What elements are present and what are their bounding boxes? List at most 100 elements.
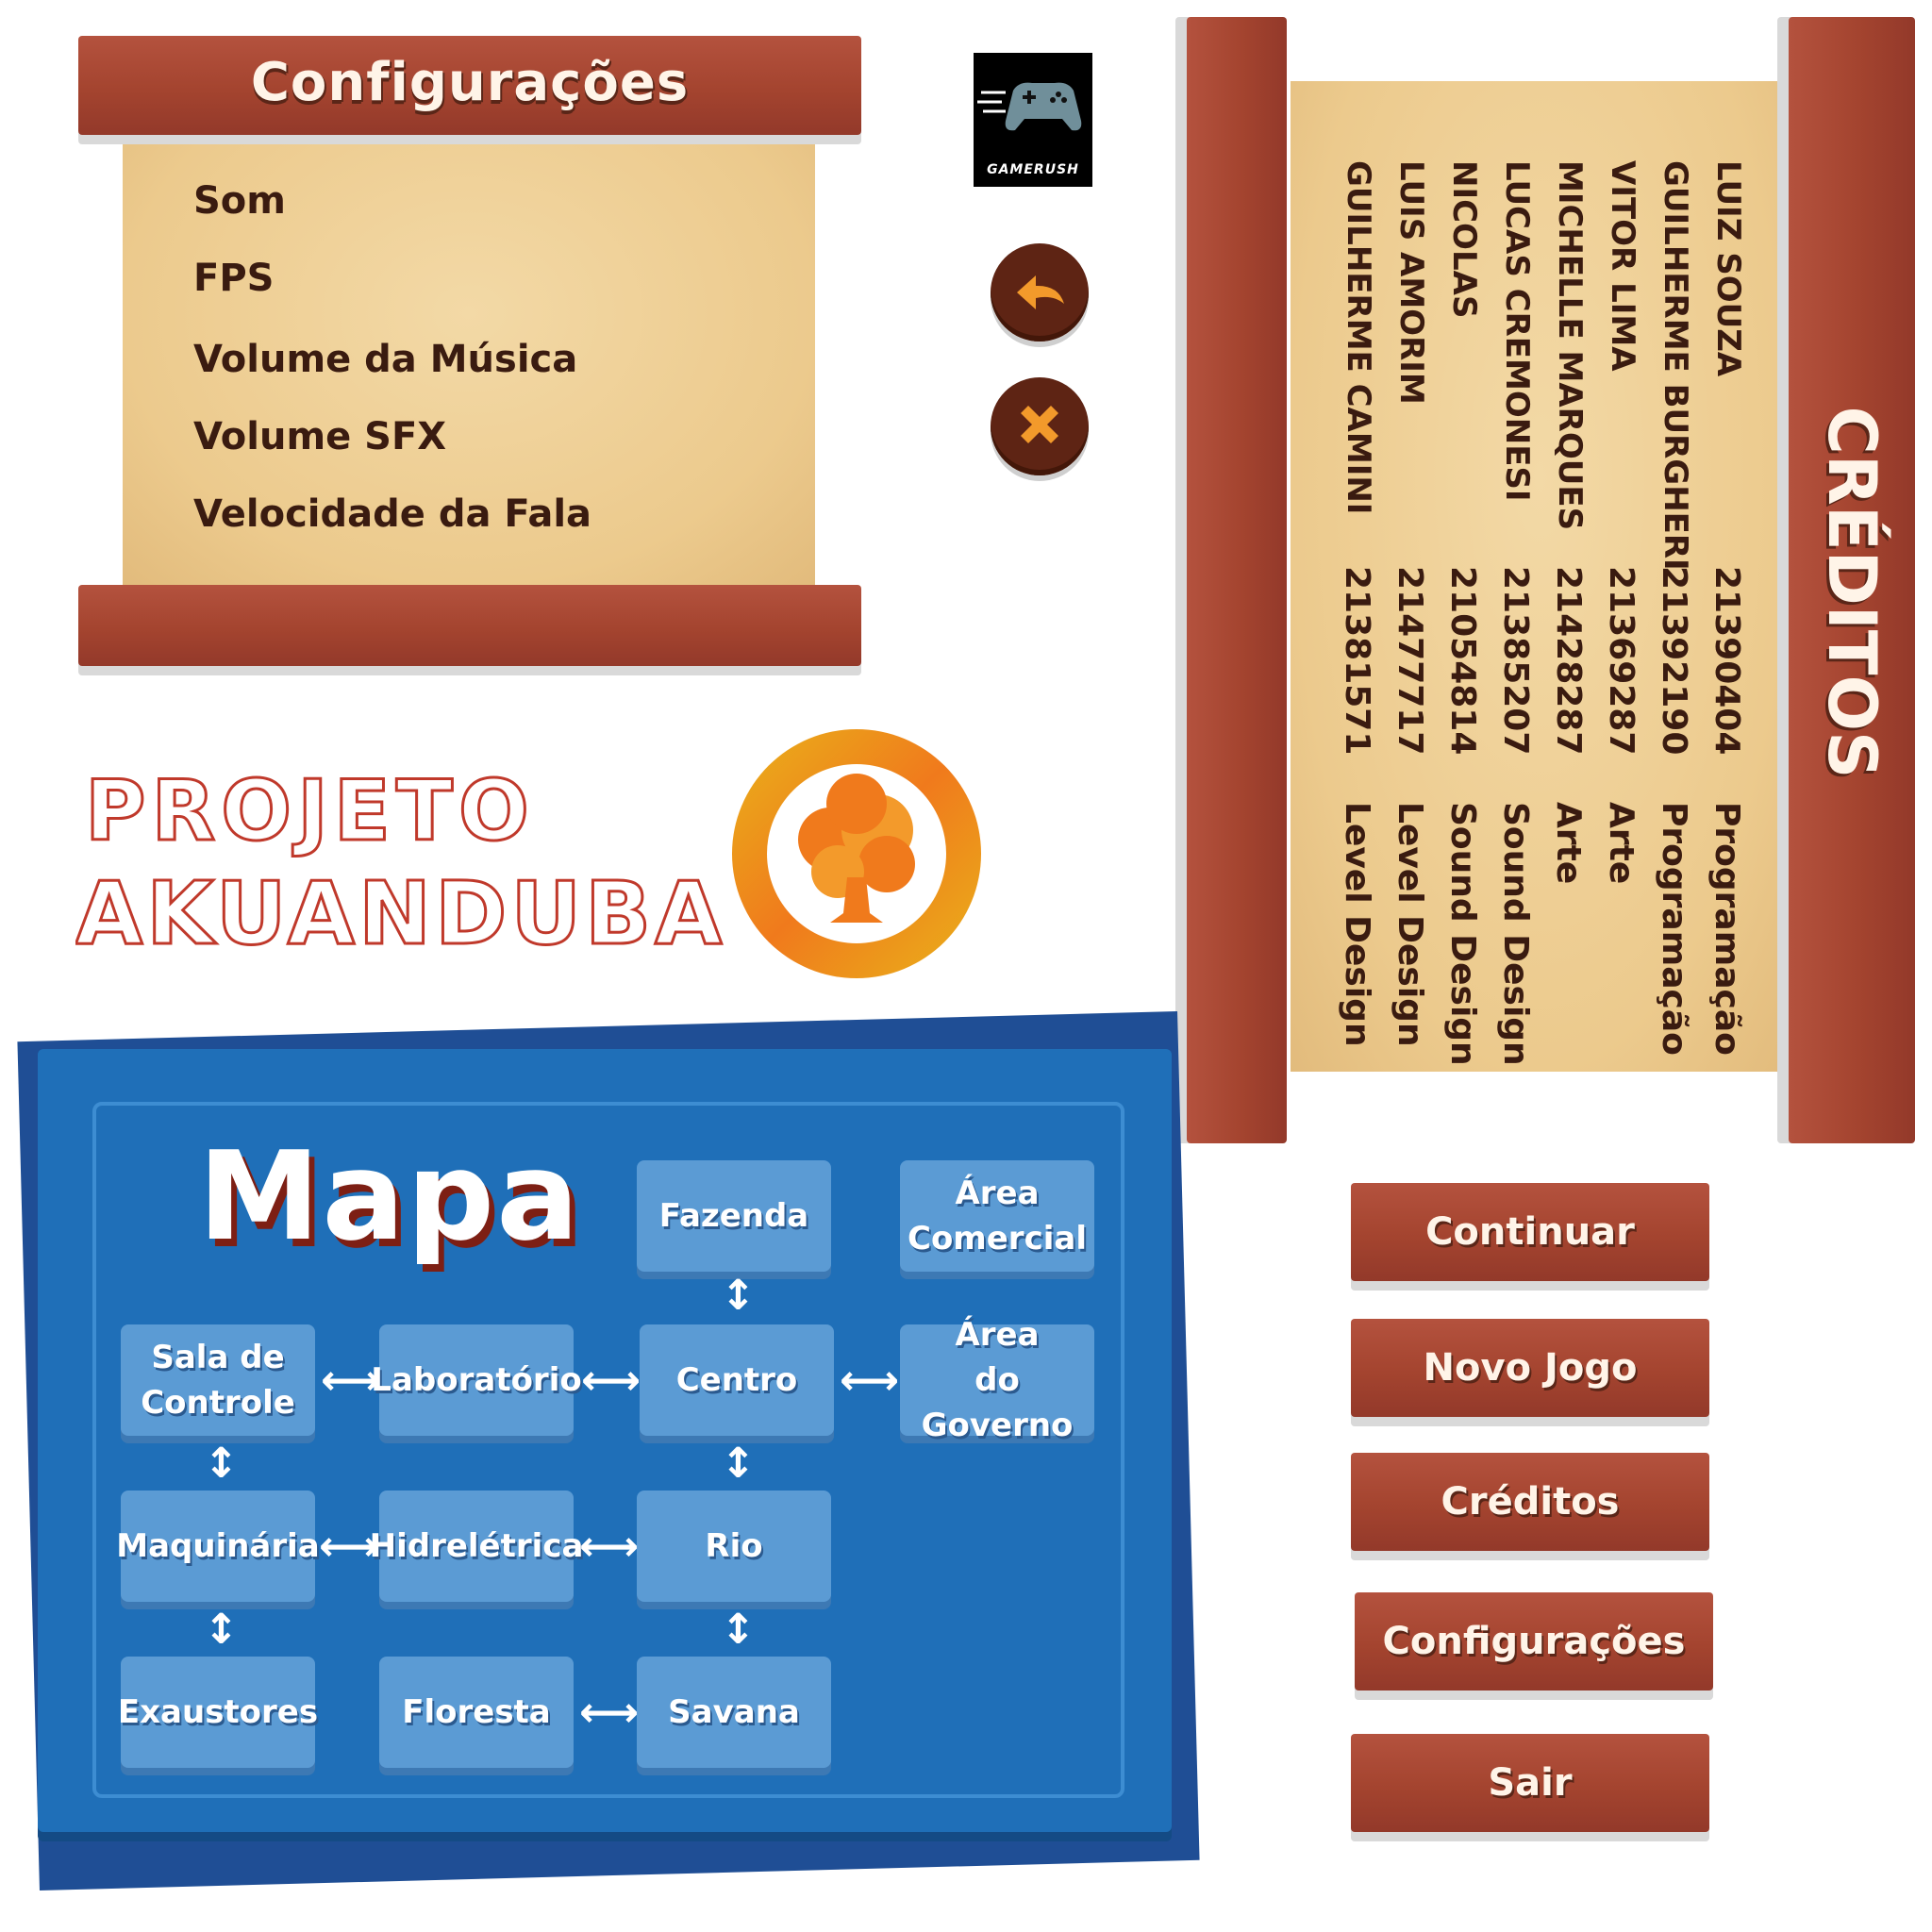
credit-role: Sound Design	[1443, 802, 1482, 1066]
gamepad-icon	[977, 82, 1082, 131]
map-node-maquinaria[interactable]: Maquinária	[116, 1491, 320, 1602]
continue-button[interactable]: Continuar	[1351, 1183, 1709, 1281]
gamerush-logo: GAMERUSH	[974, 53, 1092, 187]
credit-name: GUILHERME BURGHERI	[1657, 160, 1694, 571]
credits-left-plank	[1187, 17, 1287, 1143]
close-icon	[1021, 406, 1058, 443]
logo-emblem	[732, 729, 981, 978]
button-label: Configurações	[1382, 1620, 1686, 1663]
arrow-vertical-icon: ↕	[721, 1440, 756, 1488]
arrow-vertical-icon: ↕	[721, 1606, 756, 1654]
setting-sfx-volume[interactable]: Volume SFX	[193, 415, 447, 458]
credit-id: 21385207	[1496, 566, 1535, 756]
credit-id: 21381571	[1338, 566, 1376, 756]
credit-role: Arte	[1549, 802, 1588, 885]
settings-button[interactable]: Configurações	[1355, 1592, 1713, 1690]
credit-id: 21390404	[1707, 566, 1746, 756]
credit-name: LUIS AMORIM	[1392, 160, 1430, 405]
arrow-horizontal-icon: ⟷	[579, 1689, 640, 1737]
credit-name: NICOLAS	[1445, 160, 1483, 319]
credit-name: LUCAS CREMONESI	[1498, 160, 1536, 502]
credits-title-holder: CRÉDITOS	[1789, 17, 1915, 1143]
node-label: Laboratório	[371, 1361, 582, 1399]
arrow-horizontal-icon: ⟷	[319, 1523, 379, 1571]
map-title: Mapa	[198, 1124, 581, 1268]
credit-id: 21428287	[1549, 566, 1588, 756]
credit-role: Level Design	[1338, 802, 1376, 1047]
gamerush-label: GAMERUSH	[987, 162, 1079, 177]
arrow-vertical-icon: ↕	[204, 1440, 239, 1488]
settings-panel: Som FPS Volume da Música Volume SFX Velo…	[123, 132, 815, 585]
credit-name: LUIZ SOUZA	[1709, 160, 1747, 377]
settings-header-plank: Configurações	[78, 36, 861, 135]
map-node-exaustores[interactable]: Exaustores	[117, 1657, 319, 1768]
map-node-area-comercial[interactable]: Área Comercial	[900, 1160, 1094, 1272]
arrow-vertical-icon: ↕	[721, 1272, 756, 1320]
projeto-akuanduba-logo: PROJETO AKUANDUBA	[75, 729, 981, 978]
node-label: do Governo	[921, 1361, 1074, 1444]
map-node-savana[interactable]: Savana	[637, 1657, 831, 1768]
arrow-horizontal-icon: ⟷	[840, 1357, 900, 1405]
credits-title: CRÉDITOS	[1813, 406, 1890, 779]
node-label: Área	[955, 1316, 1040, 1354]
credit-name: VITOR LIMA	[1604, 160, 1641, 372]
node-label: Centro	[675, 1361, 798, 1399]
node-label: Hidrelétrica	[369, 1527, 584, 1565]
new-game-button[interactable]: Novo Jogo	[1351, 1319, 1709, 1417]
node-label: Maquinária	[116, 1527, 320, 1565]
node-label: Controle	[141, 1384, 295, 1422]
settings-title: Configurações	[250, 52, 690, 113]
setting-sound[interactable]: Som	[193, 179, 286, 223]
map-inner-frame	[92, 1102, 1124, 1798]
button-label: Novo Jogo	[1423, 1346, 1638, 1390]
credit-id: 21054814	[1443, 566, 1482, 756]
node-label: Fazenda	[658, 1197, 809, 1235]
node-label: Área	[955, 1174, 1040, 1212]
arrow-horizontal-icon: ⟷	[321, 1357, 381, 1405]
settings-bottom-plank	[78, 585, 861, 666]
node-label: Exaustores	[117, 1693, 319, 1731]
node-label: Sala de	[151, 1339, 285, 1376]
credit-role: Programação	[1655, 802, 1693, 1056]
credit-id: 21369287	[1602, 566, 1641, 756]
button-label: Sair	[1488, 1761, 1573, 1805]
credit-role: Programação	[1707, 802, 1746, 1056]
map-node-sala-de-controle[interactable]: Sala de Controle	[121, 1324, 315, 1436]
credit-id: 21477717	[1391, 566, 1429, 756]
back-button[interactable]	[991, 243, 1089, 341]
map-node-area-do-governo[interactable]: Área do Governo	[900, 1316, 1094, 1444]
node-label: Savana	[668, 1693, 800, 1731]
map-node-fazenda[interactable]: Fazenda	[637, 1160, 831, 1272]
back-arrow-icon	[1017, 275, 1064, 309]
setting-fps[interactable]: FPS	[193, 257, 275, 300]
arrow-horizontal-icon: ⟷	[579, 1523, 640, 1571]
map-node-hidreletrica[interactable]: Hidrelétrica	[370, 1491, 583, 1602]
logo-line2: AKUANDUBA	[75, 863, 725, 964]
map-node-floresta[interactable]: Floresta	[379, 1657, 574, 1768]
credit-role: Arte	[1602, 802, 1641, 885]
node-label: Floresta	[402, 1693, 551, 1731]
close-button[interactable]	[991, 377, 1089, 475]
button-label: Continuar	[1425, 1210, 1635, 1254]
node-label: Comercial	[908, 1220, 1087, 1257]
credits-panel	[1291, 81, 1789, 1072]
map-node-rio[interactable]: Rio	[637, 1491, 831, 1602]
credit-role: Level Design	[1391, 802, 1429, 1047]
setting-speech-speed[interactable]: Velocidade da Fala	[193, 492, 592, 536]
credit-name: MICHELLE MARQUES	[1551, 160, 1589, 531]
map-node-laboratorio[interactable]: Laboratório	[371, 1324, 582, 1436]
credits-button[interactable]: Créditos	[1351, 1453, 1709, 1551]
node-label: Rio	[705, 1527, 763, 1565]
arrow-horizontal-icon: ⟷	[581, 1357, 641, 1405]
exit-button[interactable]: Sair	[1351, 1734, 1709, 1832]
logo-line1: PROJETO	[85, 762, 535, 859]
button-label: Créditos	[1441, 1480, 1620, 1524]
arrow-vertical-icon: ↕	[204, 1606, 239, 1654]
credit-role: Sound Design	[1496, 802, 1535, 1066]
tree-icon	[798, 774, 915, 923]
map-node-centro[interactable]: Centro	[640, 1324, 834, 1436]
credit-id: 21392190	[1655, 566, 1693, 756]
credits-right-plank	[1789, 17, 1915, 1143]
credit-name: GUILHERME CAMINI	[1340, 160, 1377, 515]
setting-music-volume[interactable]: Volume da Música	[193, 338, 578, 381]
